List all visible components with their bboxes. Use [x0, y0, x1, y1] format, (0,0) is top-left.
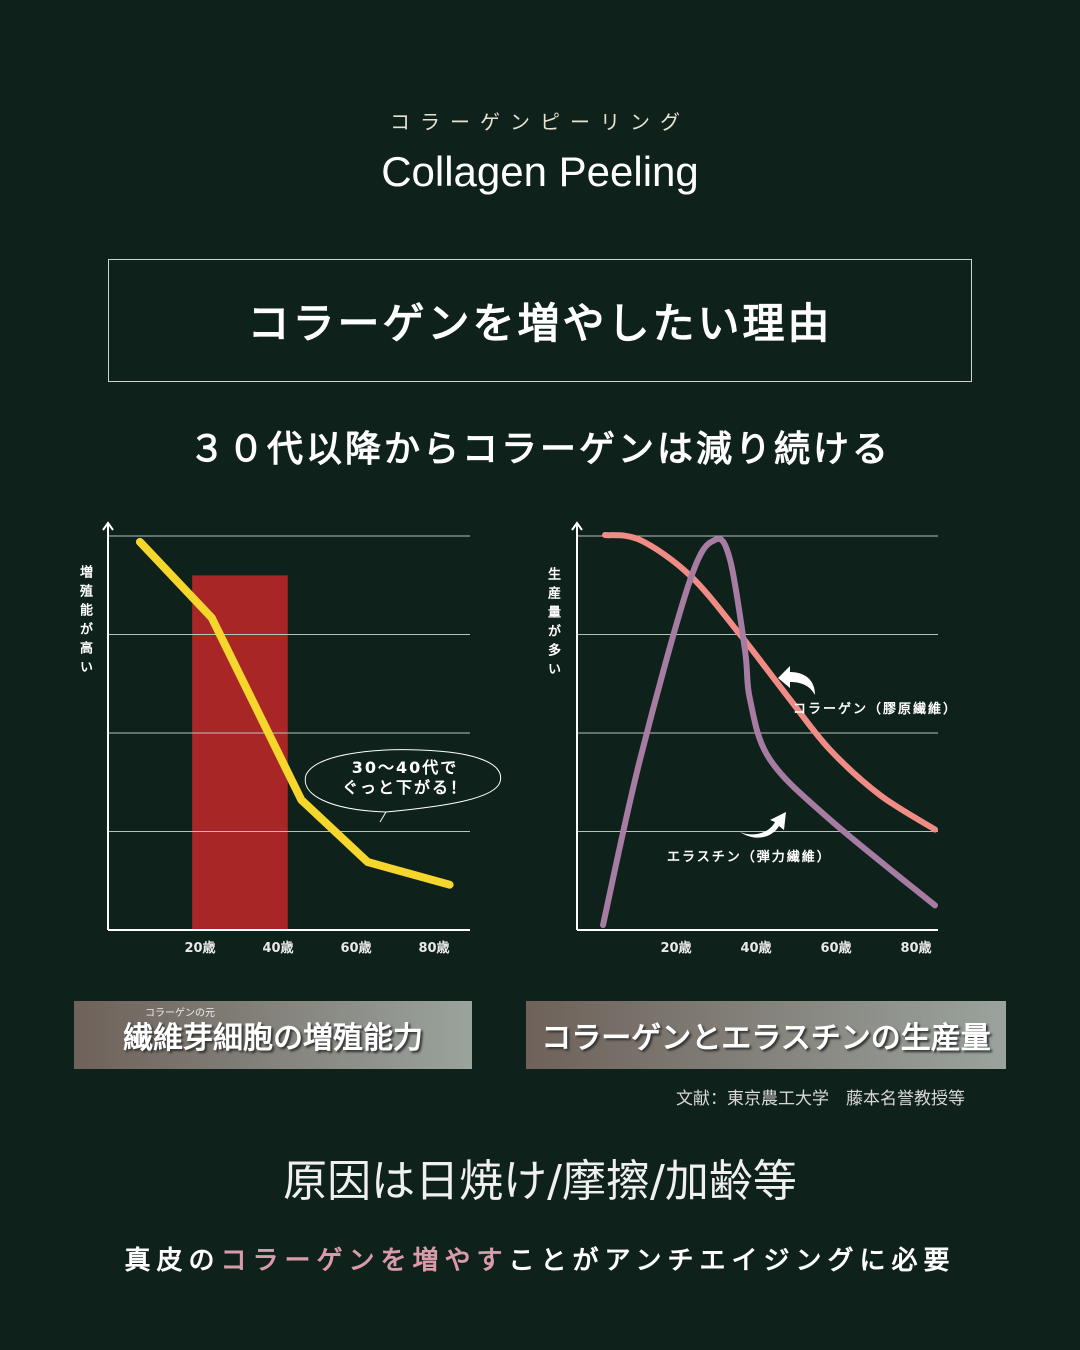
chart2-ylabel: 生産量が多い [545, 567, 560, 681]
x-tick-label: 60歳 [340, 940, 371, 956]
series-line [135, 537, 454, 889]
header-kana: コラーゲンピーリング [390, 110, 690, 134]
x-tick-label: 80歳 [900, 940, 931, 956]
series-line [602, 532, 938, 833]
footer-pre: 真皮の [124, 1246, 221, 1276]
chart1-caption: 繊維芽細胞の増殖能力 [74, 1001, 472, 1069]
chart2-caption: コラーゲンとエラスチンの生産量 [526, 1001, 1006, 1069]
chart1-caption-ruby: コラーゲンの元 [145, 1008, 215, 1019]
cause-text: 原因は日焼け/摩擦/加齢等 [283, 1156, 797, 1207]
y-axis-arrow-icon [102, 521, 114, 531]
x-tick-label: 40歳 [740, 940, 771, 956]
x-tick-label: 20歳 [660, 940, 691, 956]
x-tick-label: 80歳 [418, 940, 449, 956]
footer-text: 真皮のコラーゲンを増やすことがアンチエイジングに必要 [0, 1240, 1080, 1277]
reference: 文献：東京農工大学 藤本名誉教授等 [676, 1089, 965, 1109]
elastin-label: エラスチン（弾力繊維） [667, 850, 832, 865]
series-line [600, 535, 938, 929]
speech-bubble [304, 749, 502, 823]
collagen-label: コラーゲン（膠原繊維） [793, 702, 959, 717]
elastin-arrow-icon [740, 812, 786, 838]
footer-post: ことがアンチエイジングに必要 [508, 1246, 956, 1276]
x-tick-label: 20歳 [184, 940, 215, 956]
chart1-annotation-line1: 30〜40代で ぐっと下がる！ [341, 758, 468, 797]
chart1-ylabel: 増殖能が高い [77, 565, 92, 679]
y-axis-arrow-icon [571, 521, 583, 531]
x-tick-label: 40歳 [262, 940, 293, 956]
subtitle: ３０代以降からコラーゲンは減り続ける [188, 429, 891, 470]
collagen-arrow-icon [778, 666, 815, 695]
header-title: Collagen Peeling [381, 148, 699, 195]
footer-highlight: コラーゲンを増やす [220, 1246, 509, 1276]
x-tick-label: 60歳 [820, 940, 851, 956]
highlight-band [192, 575, 288, 930]
section-title-box: コラーゲンを増やしたい理由 [108, 259, 972, 382]
